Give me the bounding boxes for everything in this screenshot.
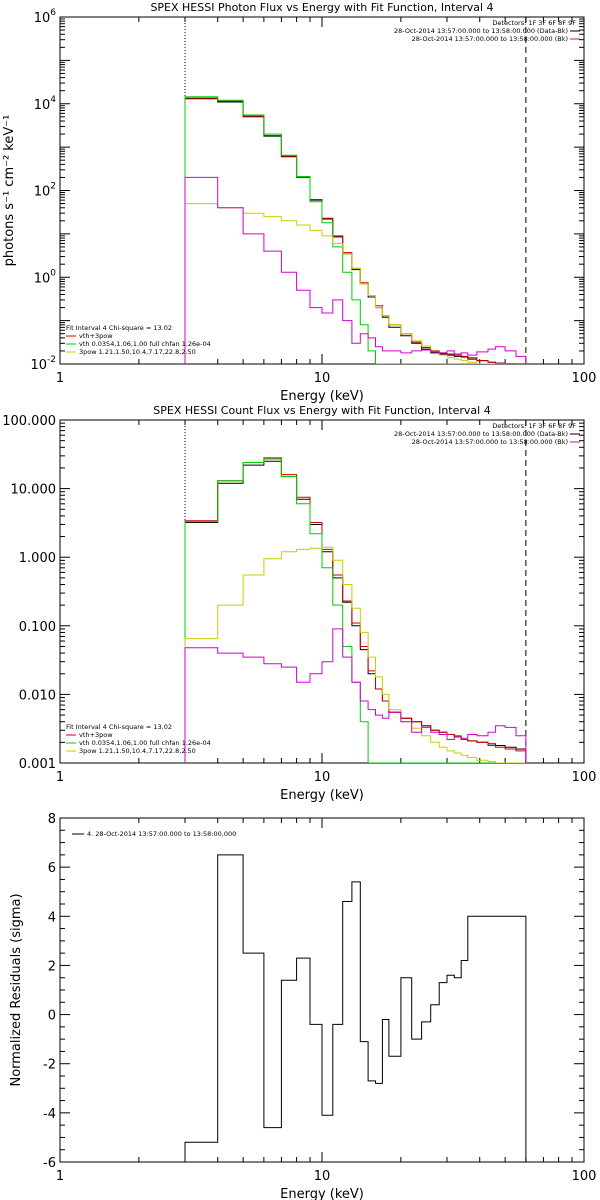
x-axis-label: Energy (keV) <box>280 389 364 404</box>
legend-top-entry: 28-Oct-2014 13:57:00.000 to 13:58:00.000… <box>394 430 568 438</box>
panel-2: SPEX HESSI Count Flux vs Energy with Fit… <box>2 404 596 803</box>
data-series-group <box>184 96 527 364</box>
legend-fit-header: Fit Interval 4 Chi-square = 13.02 <box>66 324 172 332</box>
y-tick-label: -6 <box>43 1156 56 1171</box>
y-tick-exp: 4 <box>50 95 56 105</box>
panel-1: SPEX HESSI Photon Flux vs Energy with Fi… <box>2 1 596 404</box>
legend-fit-header: Fit Interval 4 Chi-square = 13.02 <box>66 723 172 731</box>
chart-title: SPEX HESSI Count Flux vs Energy with Fit… <box>153 404 490 417</box>
legend-fit-entry: 3pow 1.21,1.50,10.4,7.17,22.8,2.50 <box>79 348 196 356</box>
y-tick-base: 10 <box>34 271 51 286</box>
data-series-group <box>184 854 527 1162</box>
series-line-3 <box>184 203 526 364</box>
y-tick-label: 6 <box>48 861 56 876</box>
series-line-1 <box>184 457 527 763</box>
series-line-4 <box>184 628 527 763</box>
series-line-0 <box>184 98 527 364</box>
y-tick-label: 1.000 <box>19 551 56 566</box>
series-line-3 <box>184 546 526 763</box>
plot-frame <box>59 419 585 764</box>
legend-fit-entry: vth+3pow <box>79 731 113 739</box>
y-tick-base: 10 <box>34 11 51 26</box>
y-tick-label: 106 <box>34 8 57 26</box>
y-tick-exp: 6 <box>50 8 56 18</box>
y-tick-label: 104 <box>34 95 57 113</box>
x-tick-label: 100 <box>572 770 597 785</box>
panel-3: 1 10 100 -6 -4 -2 0 2 4 6 8 Energy (keV) Normalized … <box>9 812 596 1200</box>
legend-top-entry: 28-Oct-2014 13:57:00.000 to 13:58:00.000… <box>412 438 568 446</box>
legend-top-entry: 28-Oct-2014 13:57:00.000 to 13:58:00.000… <box>412 35 568 43</box>
y-tick-label: 8 <box>48 812 56 827</box>
x-tick-label: 1 <box>56 1169 64 1184</box>
legend-fit-entry: vth+3pow <box>79 332 113 340</box>
y-tick-label: -2 <box>43 1058 56 1073</box>
y-tick-exp: 0 <box>50 268 56 278</box>
legend-entry: 4. 28-Oct-2014 13:57:00.000 to 13:58:00.… <box>87 830 236 838</box>
y-axis-label: photons s⁻¹ cm⁻² keV⁻¹ <box>2 115 17 267</box>
legend-top-entry: 28-Oct-2014 13:57:00.000 to 13:58:00.000… <box>394 27 568 35</box>
y-tick-label: 102 <box>34 182 56 200</box>
y-tick-base: 10 <box>30 358 47 373</box>
data-series-group <box>184 457 527 763</box>
x-tick-label: 10 <box>314 371 331 386</box>
legend-fit-entry: vth 0.0354,1.06,1.00 full chfan 1.26e-04 <box>79 340 211 348</box>
x-tick-label: 1 <box>56 371 64 386</box>
series-line-4 <box>184 176 527 364</box>
legend-top-entry: Detectors: 1F 3F 6F 8F 9F <box>492 422 576 430</box>
y-tick-label: 10-2 <box>30 355 56 373</box>
legend-fit-entry: 3pow 1.21,1.50,10.4,7.17,22.8,2.50 <box>79 747 196 755</box>
x-axis-label: Energy (keV) <box>280 1187 364 1200</box>
legend-fit-entry: vth 0.0354,1.06,1.00 full chfan 1.26e-04 <box>79 739 211 747</box>
y-tick-label: 0.001 <box>19 757 56 772</box>
x-axis-label: Energy (keV) <box>280 788 364 803</box>
y-tick-exp: 2 <box>50 182 56 192</box>
y-tick-label: 0.010 <box>19 688 56 703</box>
series-line-2 <box>184 96 526 364</box>
y-tick-label: 0 <box>48 1009 56 1024</box>
legend-top-entry: Detectors: 1F 3F 6F 8F 9F <box>492 19 576 27</box>
y-tick-label: -4 <box>43 1107 56 1122</box>
chart-title: SPEX HESSI Photon Flux vs Energy with Fi… <box>150 1 493 14</box>
x-tick-label: 10 <box>314 770 331 785</box>
y-axis-label: Normalized Residuals (sigma) <box>9 893 24 1086</box>
series-line-0 <box>184 460 527 763</box>
y-tick-label: 2 <box>48 959 56 974</box>
series-line-2 <box>184 458 526 763</box>
y-tick-label: 10.000 <box>11 483 57 498</box>
x-tick-label: 100 <box>572 371 597 386</box>
x-tick-label: 1 <box>56 770 64 785</box>
y-tick-label: 100 <box>34 268 57 286</box>
y-tick-label: 4 <box>48 910 56 925</box>
y-tick-base: 10 <box>34 185 51 200</box>
y-tick-base: 10 <box>34 98 51 113</box>
y-tick-label: 0.100 <box>19 620 56 635</box>
x-tick-label: 10 <box>314 1169 331 1184</box>
series-line-1 <box>184 97 527 364</box>
series-line-0 <box>184 854 527 1162</box>
y-tick-exp: -2 <box>47 355 56 365</box>
y-tick-label: 100.000 <box>2 414 56 429</box>
x-tick-label: 100 <box>572 1169 597 1184</box>
